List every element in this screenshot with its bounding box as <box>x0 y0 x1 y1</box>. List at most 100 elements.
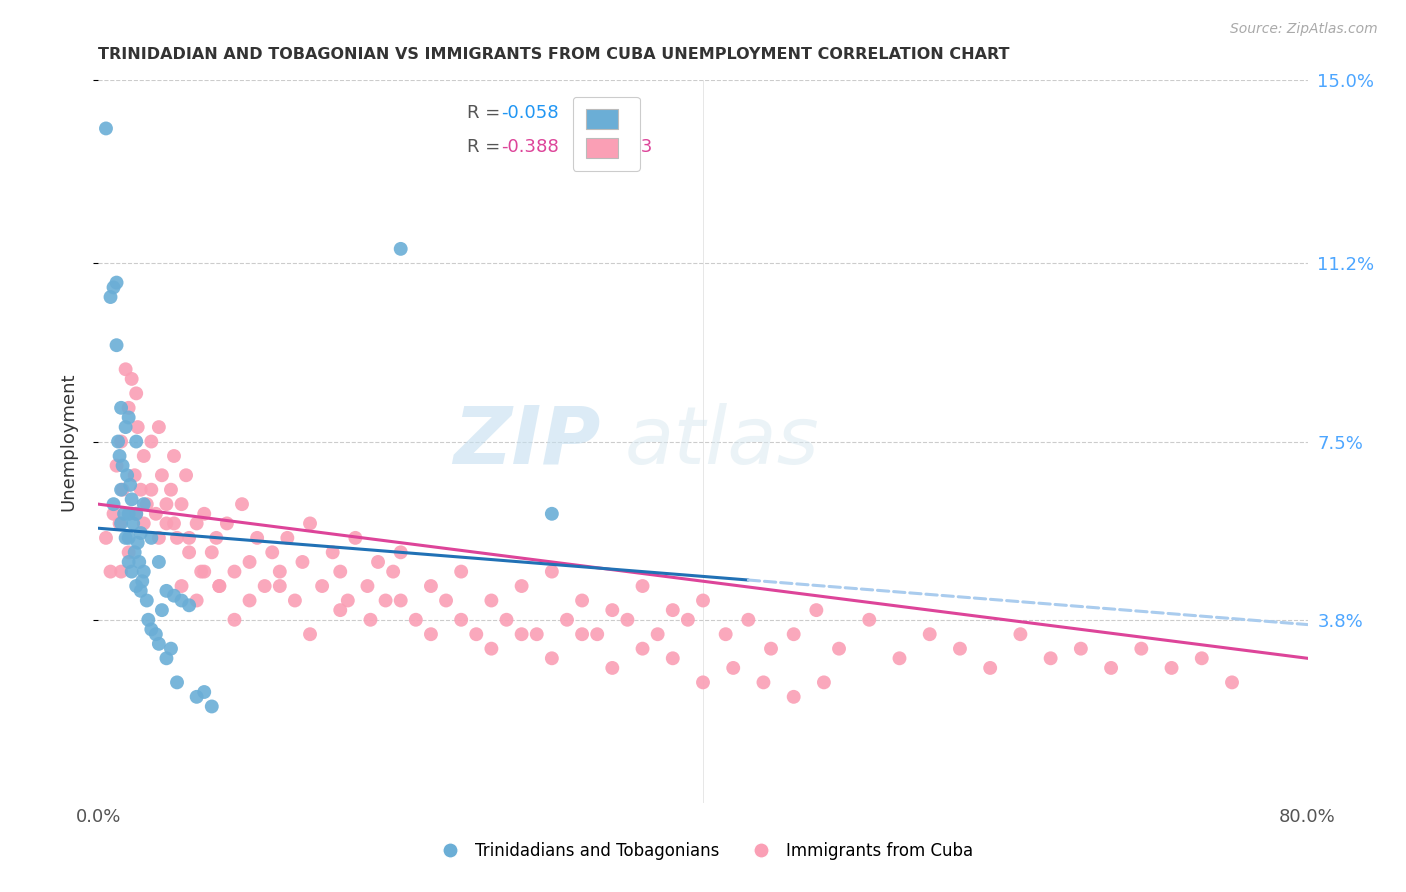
Point <box>450 565 472 579</box>
Point <box>737 613 759 627</box>
Point <box>420 627 443 641</box>
Point <box>284 593 307 607</box>
Point <box>135 497 157 511</box>
Point <box>179 545 201 559</box>
Point <box>145 507 167 521</box>
Point <box>495 613 517 627</box>
Point <box>155 516 177 531</box>
Point <box>125 434 148 449</box>
Point <box>540 507 562 521</box>
Point <box>111 483 134 497</box>
Point <box>631 579 654 593</box>
Point <box>124 468 146 483</box>
Point <box>118 401 141 415</box>
Point <box>389 593 412 607</box>
Point <box>124 545 146 559</box>
Point <box>118 507 141 521</box>
Point <box>108 516 131 531</box>
Point <box>193 507 215 521</box>
Point <box>141 483 163 497</box>
Point <box>103 507 125 521</box>
Point <box>918 627 941 641</box>
Point <box>1191 651 1213 665</box>
Point <box>141 623 163 637</box>
Point <box>135 593 157 607</box>
Point <box>193 685 215 699</box>
Point <box>179 531 201 545</box>
Point <box>246 531 269 545</box>
Point <box>127 535 149 549</box>
Point <box>661 603 683 617</box>
Point <box>155 497 177 511</box>
Point <box>163 516 186 531</box>
Text: -0.388: -0.388 <box>501 137 558 156</box>
Point <box>616 613 638 627</box>
Point <box>170 497 193 511</box>
Point <box>118 555 141 569</box>
Text: TRINIDADIAN AND TOBAGONIAN VS IMMIGRANTS FROM CUBA UNEMPLOYMENT CORRELATION CHAR: TRINIDADIAN AND TOBAGONIAN VS IMMIGRANTS… <box>98 47 1010 62</box>
Point <box>170 579 193 593</box>
Point <box>389 242 412 256</box>
Point <box>344 531 367 545</box>
Point <box>110 516 132 531</box>
Point <box>828 641 851 656</box>
Point <box>150 603 173 617</box>
Point <box>405 613 427 627</box>
Text: Source: ZipAtlas.com: Source: ZipAtlas.com <box>1230 22 1378 37</box>
Point <box>555 613 578 627</box>
Point <box>602 603 624 617</box>
Point <box>125 386 148 401</box>
Point <box>759 641 782 656</box>
Point <box>201 699 224 714</box>
Text: 55: 55 <box>619 103 641 122</box>
Point <box>141 434 163 449</box>
Point <box>186 593 208 607</box>
Point <box>276 531 298 545</box>
Point <box>1160 661 1182 675</box>
Point <box>125 579 148 593</box>
Point <box>190 565 212 579</box>
Point <box>291 555 314 569</box>
Point <box>125 507 148 521</box>
Point <box>132 449 155 463</box>
Point <box>1070 641 1092 656</box>
Point <box>322 545 344 559</box>
Point <box>382 565 405 579</box>
Point <box>108 449 131 463</box>
Point <box>269 565 291 579</box>
Point <box>110 565 132 579</box>
Point <box>114 531 136 545</box>
Point <box>160 641 183 656</box>
Point <box>949 641 972 656</box>
Point <box>262 545 284 559</box>
Point <box>163 589 186 603</box>
Point <box>783 627 806 641</box>
Point <box>367 555 389 569</box>
Point <box>1220 675 1243 690</box>
Point <box>118 531 141 545</box>
Point <box>1099 661 1122 675</box>
Text: -0.058: -0.058 <box>501 103 558 122</box>
Point <box>224 565 246 579</box>
Point <box>132 497 155 511</box>
Point <box>1130 641 1153 656</box>
Point <box>540 651 562 665</box>
Point <box>100 290 122 304</box>
Point <box>160 483 183 497</box>
Point <box>115 468 138 483</box>
Point <box>129 526 152 541</box>
Point <box>111 458 134 473</box>
Point <box>336 593 359 607</box>
Point <box>112 507 135 521</box>
Point <box>1010 627 1032 641</box>
Point <box>299 516 322 531</box>
Point <box>465 627 488 641</box>
Text: 123: 123 <box>619 137 652 156</box>
Point <box>329 565 352 579</box>
Point <box>148 555 170 569</box>
Point <box>166 531 188 545</box>
Point <box>136 613 159 627</box>
Point <box>602 661 624 675</box>
Point <box>979 661 1001 675</box>
Point <box>155 583 177 598</box>
